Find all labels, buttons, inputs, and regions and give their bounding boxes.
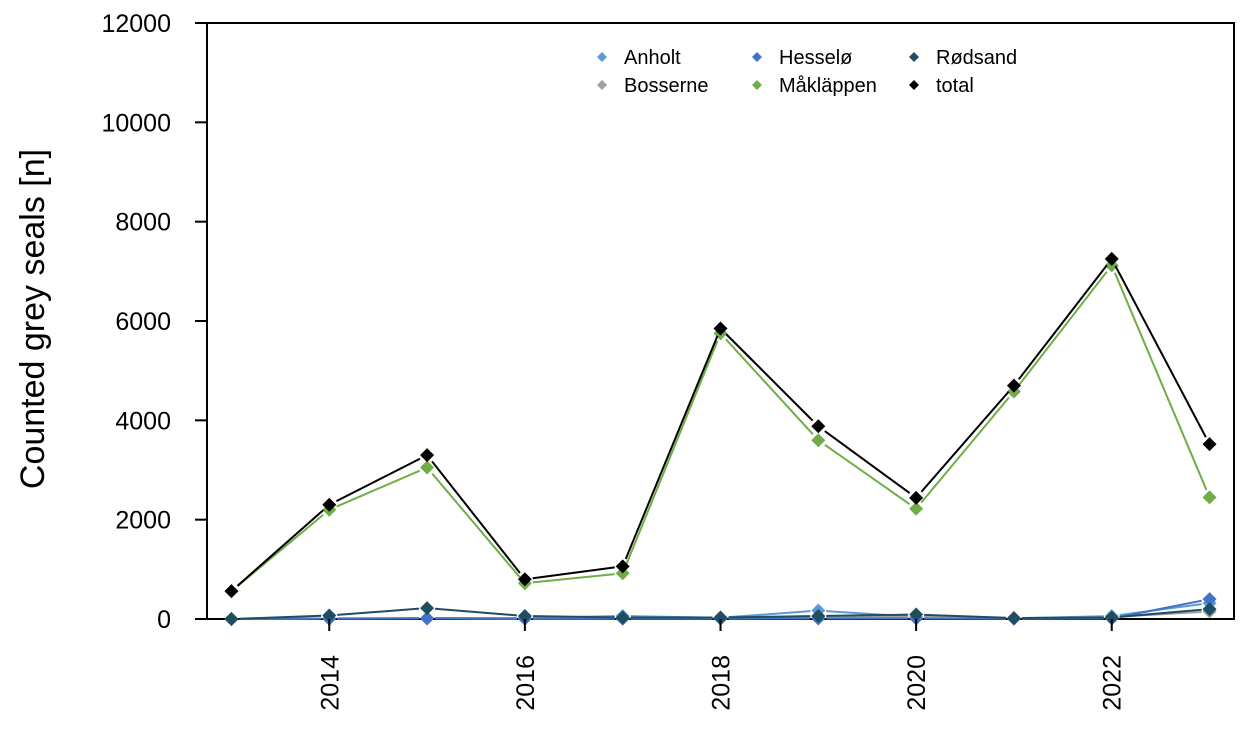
series-line-segment — [825, 431, 910, 493]
legend-item-hesselø: Hesselø — [752, 47, 852, 69]
legend-item-total: total — [909, 75, 974, 97]
series-line-segment — [337, 471, 420, 507]
data-point — [616, 611, 630, 625]
series-line-segment — [728, 616, 810, 617]
series-line-segment — [435, 609, 517, 616]
data-point — [1203, 437, 1217, 451]
series-line-segment — [432, 474, 519, 578]
legend-item-rødsand: Rødsand — [909, 47, 1017, 69]
series-line-segment — [533, 574, 615, 582]
legend-label: total — [936, 75, 974, 97]
series-layer — [224, 252, 1216, 626]
series-måkläppen — [224, 258, 1216, 598]
series-line-segment — [1019, 265, 1107, 379]
y-axis-title: Counted grey seals [n] — [14, 149, 52, 489]
legend-label: Anholt — [624, 47, 681, 69]
series-line-segment — [337, 609, 419, 615]
series-line-segment — [921, 398, 1009, 503]
y-tick-label: 4000 — [115, 407, 171, 435]
series-line-segment — [1019, 272, 1107, 386]
legend-label: Bosserne — [624, 75, 709, 97]
series-line-segment — [533, 567, 615, 578]
y-tick-label: 8000 — [115, 209, 171, 237]
data-point — [420, 448, 434, 462]
series-line-segment — [825, 445, 910, 504]
legend-item-anholt: Anholt — [597, 47, 681, 69]
series-line-segment — [432, 461, 520, 573]
series-line-segment — [826, 615, 908, 616]
y-tick-label: 10000 — [101, 109, 171, 137]
series-line-segment — [726, 334, 812, 421]
legend: Anholt Bosserne Hesselø Måkläppen Rødsand tot… — [597, 47, 1017, 97]
legend-label: Hesselø — [779, 47, 852, 69]
legend-marker-icon — [597, 52, 607, 62]
x-tick-label: 2016 — [512, 655, 540, 711]
data-point — [420, 601, 434, 615]
legend-marker-icon — [909, 80, 919, 90]
x-tick-label: 2018 — [708, 655, 736, 711]
series-total — [224, 252, 1216, 598]
plot-area — [207, 23, 1234, 619]
legend-marker-icon — [909, 52, 919, 62]
legend-marker-icon — [752, 52, 762, 62]
legend-marker-icon — [597, 80, 607, 90]
data-point — [224, 584, 238, 598]
series-line-segment — [336, 459, 420, 501]
data-point — [224, 612, 238, 626]
legend-item-måkläppen: Måkläppen — [752, 75, 877, 97]
x-axis: 2014 2016 2018 2020 2022 — [316, 619, 1126, 711]
series-line-segment — [1115, 266, 1205, 437]
plot-border — [207, 23, 1234, 619]
data-point — [1203, 490, 1217, 504]
series-line-segment — [1115, 273, 1207, 490]
y-tick-label: 0 — [157, 606, 171, 634]
series-line-segment — [626, 341, 718, 566]
y-axis: 0 2000 4000 6000 8000 10000 12000 — [101, 10, 207, 634]
series-line-segment — [533, 616, 615, 617]
legend-label: Måkläppen — [779, 75, 877, 97]
y-tick-label: 12000 — [101, 10, 171, 38]
series-line-segment — [237, 510, 323, 586]
x-tick-label: 2014 — [316, 655, 344, 711]
data-point — [909, 491, 923, 505]
legend-label: Rødsand — [936, 47, 1017, 69]
data-point — [811, 433, 825, 447]
data-point — [1007, 611, 1021, 625]
series-line-segment — [921, 392, 1008, 492]
data-point — [811, 419, 825, 433]
series-line-segment — [626, 336, 718, 559]
y-tick-label: 6000 — [115, 308, 171, 336]
x-tick-label: 2020 — [903, 655, 931, 711]
y-tick-label: 2000 — [115, 507, 171, 535]
legend-item-bosserne: Bosserne — [597, 75, 709, 97]
series-line-segment — [726, 339, 813, 434]
legend-marker-icon — [752, 80, 762, 90]
x-tick-label: 2022 — [1099, 655, 1127, 711]
